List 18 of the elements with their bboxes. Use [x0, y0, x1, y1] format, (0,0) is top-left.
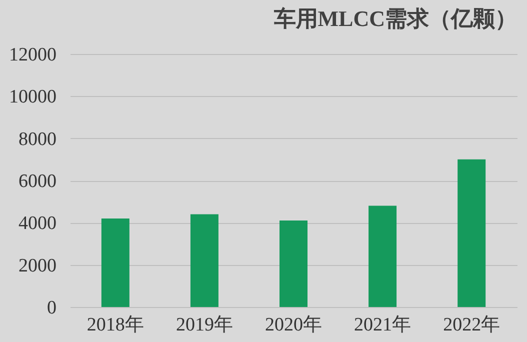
y-tick-label: 10000	[9, 86, 56, 108]
x-tick-label: 2021年	[354, 314, 412, 336]
x-tick-label: 2022年	[443, 314, 500, 336]
bar	[368, 206, 397, 307]
y-tick-label: 12000	[9, 44, 56, 66]
x-tick-label: 2020年	[265, 314, 322, 336]
x-tick-label: 2019年	[176, 314, 233, 336]
chart-title: 车用MLCC需求（亿颗）	[272, 6, 517, 31]
y-tick-label: 4000	[18, 213, 56, 234]
bar	[190, 214, 218, 307]
bar	[458, 159, 486, 307]
y-tick-label: 2000	[18, 255, 56, 276]
x-tick-label: 2018年	[86, 314, 144, 336]
y-tick-label: 8000	[18, 128, 56, 150]
bar	[280, 220, 308, 307]
y-tick-label: 0	[47, 298, 56, 318]
bar	[101, 218, 130, 307]
y-tick-label: 6000	[18, 171, 56, 192]
